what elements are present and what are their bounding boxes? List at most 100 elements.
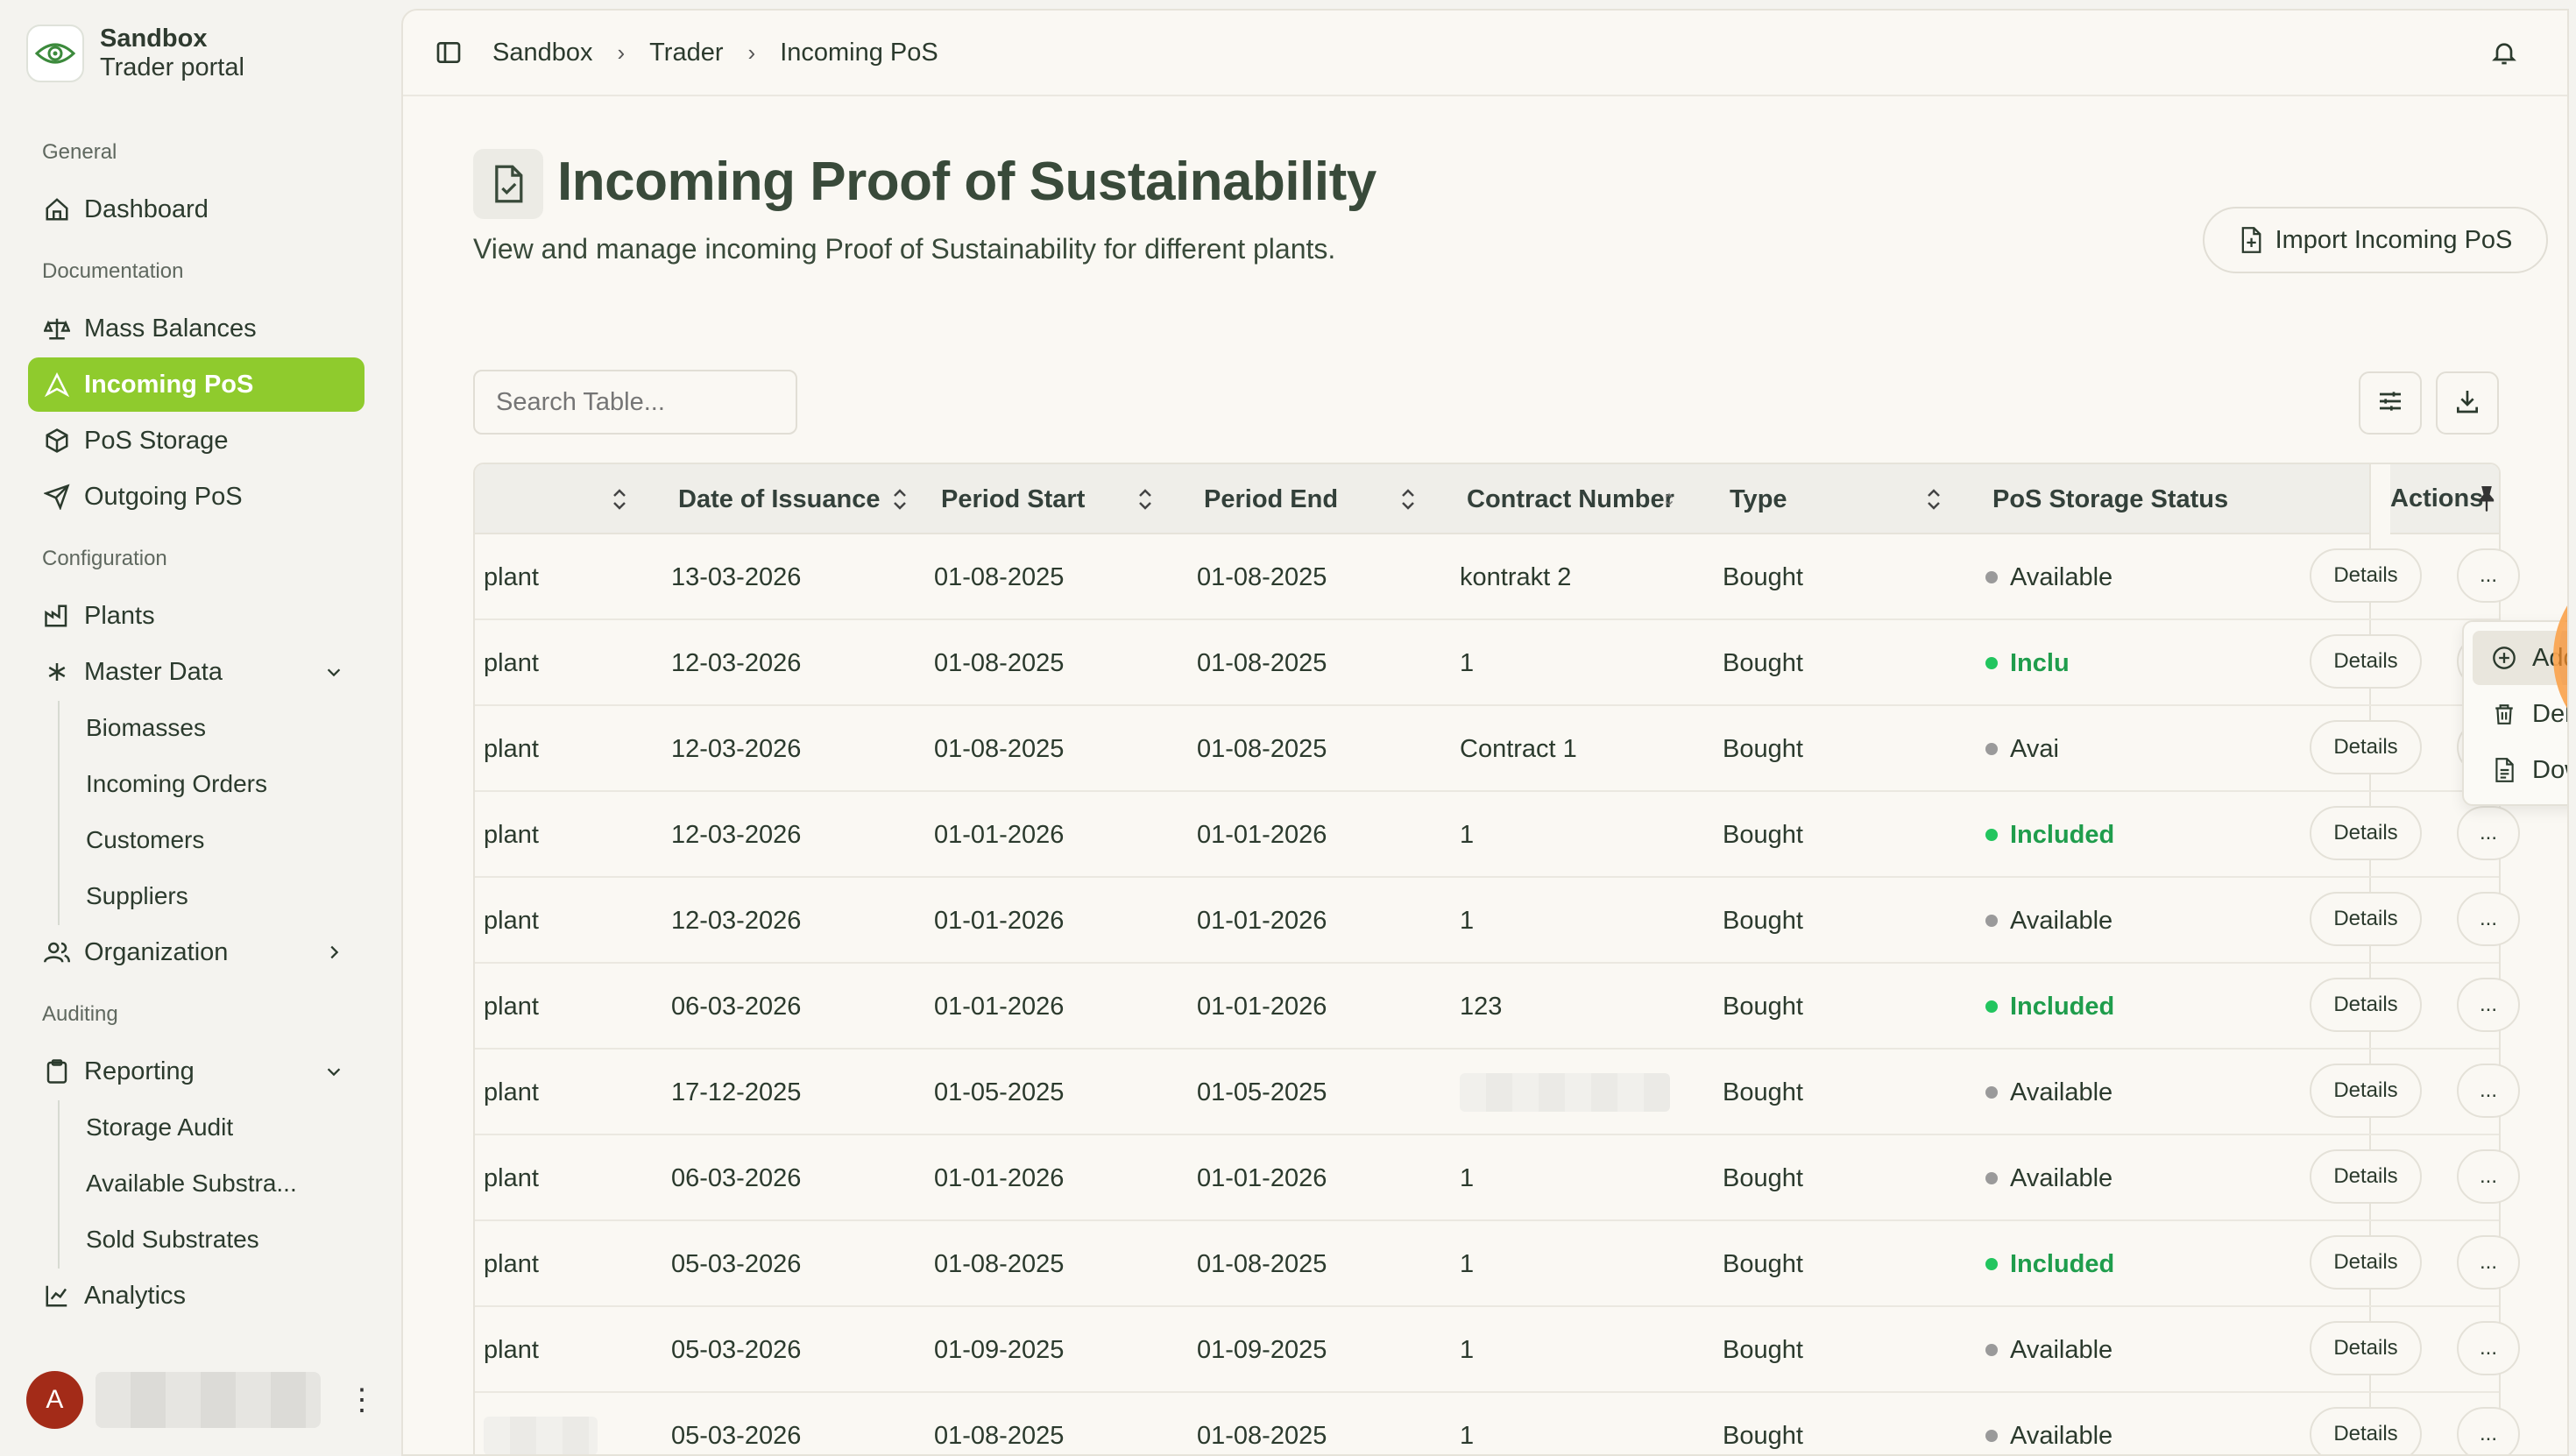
details-button[interactable]: Details [2310, 1235, 2422, 1290]
row-more-button[interactable]: ... [2457, 1235, 2520, 1290]
chevron-right-icon[interactable] [319, 937, 349, 967]
menu-add-to-pos-storage[interactable]: Add to PoS Storage [2473, 631, 2567, 685]
cell-period-end: 01-01-2026 [1197, 820, 1327, 849]
cell-period-end: 01-08-2025 [1197, 1249, 1327, 1278]
sort-icon[interactable] [606, 485, 633, 513]
table-row[interactable]: plant 05-03-2026 01-08-2025 01-08-2025 1 Boug… [475, 1221, 2499, 1307]
factory-icon [42, 601, 72, 631]
row-more-button[interactable]: ... [2457, 1407, 2520, 1454]
cell-period-end: 01-01-2026 [1197, 1163, 1327, 1192]
details-button[interactable]: Details [2310, 720, 2422, 774]
cell-type: Bought [1723, 906, 1803, 935]
pin-icon[interactable] [2474, 484, 2499, 518]
app-subtitle: Trader portal [100, 53, 244, 82]
import-incoming-pos-button[interactable]: Import Incoming PoS [2203, 207, 2548, 273]
sidebar-item-master-data[interactable]: Master Data [28, 645, 364, 699]
cell-plant: plant [484, 1249, 539, 1278]
sidebar-item-analytics[interactable]: Analytics [28, 1269, 364, 1323]
details-button[interactable]: Details [2310, 548, 2422, 603]
row-more-button[interactable]: ... [2457, 1321, 2520, 1375]
download-button[interactable] [2436, 371, 2499, 435]
sidebar-subitem-storage-audit[interactable]: Storage Audit [86, 1113, 234, 1141]
columns-settings-button[interactable] [2359, 371, 2422, 435]
row-more-button[interactable]: ... [2457, 892, 2520, 946]
sort-icon[interactable] [1656, 485, 1682, 513]
sidebar-item-dashboard[interactable]: Dashboard [28, 182, 364, 237]
sidebar-subitem-incoming-orders[interactable]: Incoming Orders [86, 770, 267, 797]
sidebar-subitem-biomasses[interactable]: Biomasses [86, 714, 206, 741]
chevron-right-icon: › [747, 39, 756, 66]
menu-download-pdf[interactable]: Download as PDF [2473, 743, 2567, 797]
details-button[interactable]: Details [2310, 1407, 2422, 1454]
row-more-button[interactable]: ... [2457, 978, 2520, 1032]
bell-icon[interactable] [2490, 39, 2518, 71]
table-row[interactable]: plant 12-03-2026 01-08-2025 01-08-2025 Contr… [475, 706, 2499, 792]
col-period-start[interactable]: Period Start [941, 484, 1086, 513]
cell-period-end: 01-09-2025 [1197, 1335, 1327, 1364]
col-period-end[interactable]: Period End [1204, 484, 1339, 513]
table-row[interactable]: plant 13-03-2026 01-08-2025 01-08-2025 kontr… [475, 534, 2499, 620]
chevron-down-icon[interactable] [319, 1057, 349, 1086]
table-row[interactable]: plant 17-12-2025 01-05-2025 01-05-2025 Bough… [475, 1050, 2499, 1135]
page-title: Incoming Proof of Sustainability [557, 152, 1376, 212]
table-row[interactable]: plant 12-03-2026 01-01-2026 01-01-2026 1 Boug… [475, 878, 2499, 964]
user-menu[interactable]: A ⋮ [26, 1368, 377, 1431]
row-more-button[interactable]: ... [2457, 1064, 2520, 1118]
details-button[interactable]: Details [2310, 1149, 2422, 1204]
details-button[interactable]: Details [2310, 806, 2422, 860]
cell-type: Bought [1723, 1078, 1803, 1106]
status-badge: Included [1985, 1250, 2114, 1279]
col-type[interactable]: Type [1730, 484, 1787, 513]
sidebar-item-incoming-pos[interactable]: Incoming PoS [28, 357, 364, 412]
table-row[interactable]: plant 06-03-2026 01-01-2026 01-01-2026 1 Boug… [475, 1135, 2499, 1221]
brand[interactable]: Sandbox Trader portal [26, 25, 244, 83]
chevron-right-icon: › [617, 39, 626, 66]
details-button[interactable]: Details [2310, 892, 2422, 946]
file-plus-icon [2239, 226, 2263, 254]
table-row[interactable]: plant 12-03-2026 01-01-2026 01-01-2026 1 Boug… [475, 792, 2499, 878]
cell-period-end: 01-08-2025 [1197, 734, 1327, 763]
table-row[interactable]: plant 06-03-2026 01-01-2026 01-01-2026 123 Bo… [475, 964, 2499, 1050]
row-more-button[interactable]: ... [2457, 806, 2520, 860]
sort-icon[interactable] [1132, 485, 1158, 513]
chevron-down-icon[interactable] [319, 657, 349, 687]
status-badge: Included [1985, 993, 2114, 1021]
col-date-of-issuance[interactable]: Date of Issuance [678, 484, 881, 513]
sidebar-toggle-icon[interactable] [435, 39, 463, 67]
sidebar-item-organization[interactable]: Organization [28, 925, 364, 979]
col-contract-number[interactable]: Contract Number [1467, 484, 1674, 513]
menu-delete-pos[interactable]: Delete Proof of Sustainability [2473, 687, 2567, 741]
search-input[interactable] [473, 370, 797, 435]
sidebar-subitem-customers[interactable]: Customers [86, 826, 205, 853]
sidebar-item-plants[interactable]: Plants [28, 589, 364, 643]
cell-type: Bought [1723, 648, 1803, 677]
sidebar-item-outgoing-pos[interactable]: Outgoing PoS [28, 470, 364, 524]
row-more-button[interactable]: ... [2457, 548, 2520, 603]
breadcrumb-trader[interactable]: Trader [649, 38, 724, 67]
sidebar-subitem-suppliers[interactable]: Suppliers [86, 882, 188, 909]
cell-period-start: 01-05-2025 [934, 1078, 1065, 1106]
status-dot-icon [1985, 1430, 1998, 1442]
sidebar-item-reporting[interactable]: Reporting [28, 1044, 364, 1099]
cell-plant: plant [484, 1335, 539, 1364]
sort-icon[interactable] [887, 485, 913, 513]
sidebar-item-mass-balances[interactable]: Mass Balances [28, 301, 364, 356]
row-more-button[interactable]: ... [2457, 1149, 2520, 1204]
sidebar-item-label: Dashboard [84, 194, 209, 223]
details-button[interactable]: Details [2310, 1321, 2422, 1375]
menu-item-label: Add to PoS Storage [2532, 643, 2567, 672]
table-row[interactable]: plant 05-03-2026 01-09-2025 01-09-2025 1 Boug… [475, 1307, 2499, 1393]
sidebar-subitem-sold-substrates[interactable]: Sold Substrates [86, 1226, 259, 1253]
details-button[interactable]: Details [2310, 978, 2422, 1032]
more-vertical-icon[interactable]: ⋮ [347, 1383, 377, 1417]
sidebar-item-pos-storage[interactable]: PoS Storage [28, 413, 364, 468]
details-button[interactable]: Details [2310, 1064, 2422, 1118]
table-row[interactable]: plant 12-03-2026 01-08-2025 01-08-2025 1 Boug… [475, 620, 2499, 706]
col-pos-storage-status[interactable]: PoS Storage Status [1992, 484, 2229, 513]
breadcrumb-sandbox[interactable]: Sandbox [492, 38, 593, 67]
details-button[interactable]: Details [2310, 634, 2422, 689]
sidebar-subitem-available-substrates[interactable]: Available Substra... [86, 1170, 297, 1197]
sort-icon[interactable] [1395, 485, 1421, 513]
table-row[interactable]: 05-03-2026 01-08-2025 01-08-2025 1 Bought Ava… [475, 1393, 2499, 1454]
sort-icon[interactable] [1921, 485, 1947, 513]
